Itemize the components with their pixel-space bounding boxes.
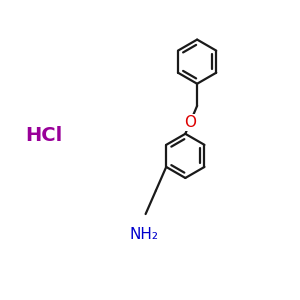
Text: HCl: HCl bbox=[26, 126, 63, 145]
Text: O: O bbox=[184, 115, 196, 130]
Text: NH₂: NH₂ bbox=[130, 227, 159, 242]
